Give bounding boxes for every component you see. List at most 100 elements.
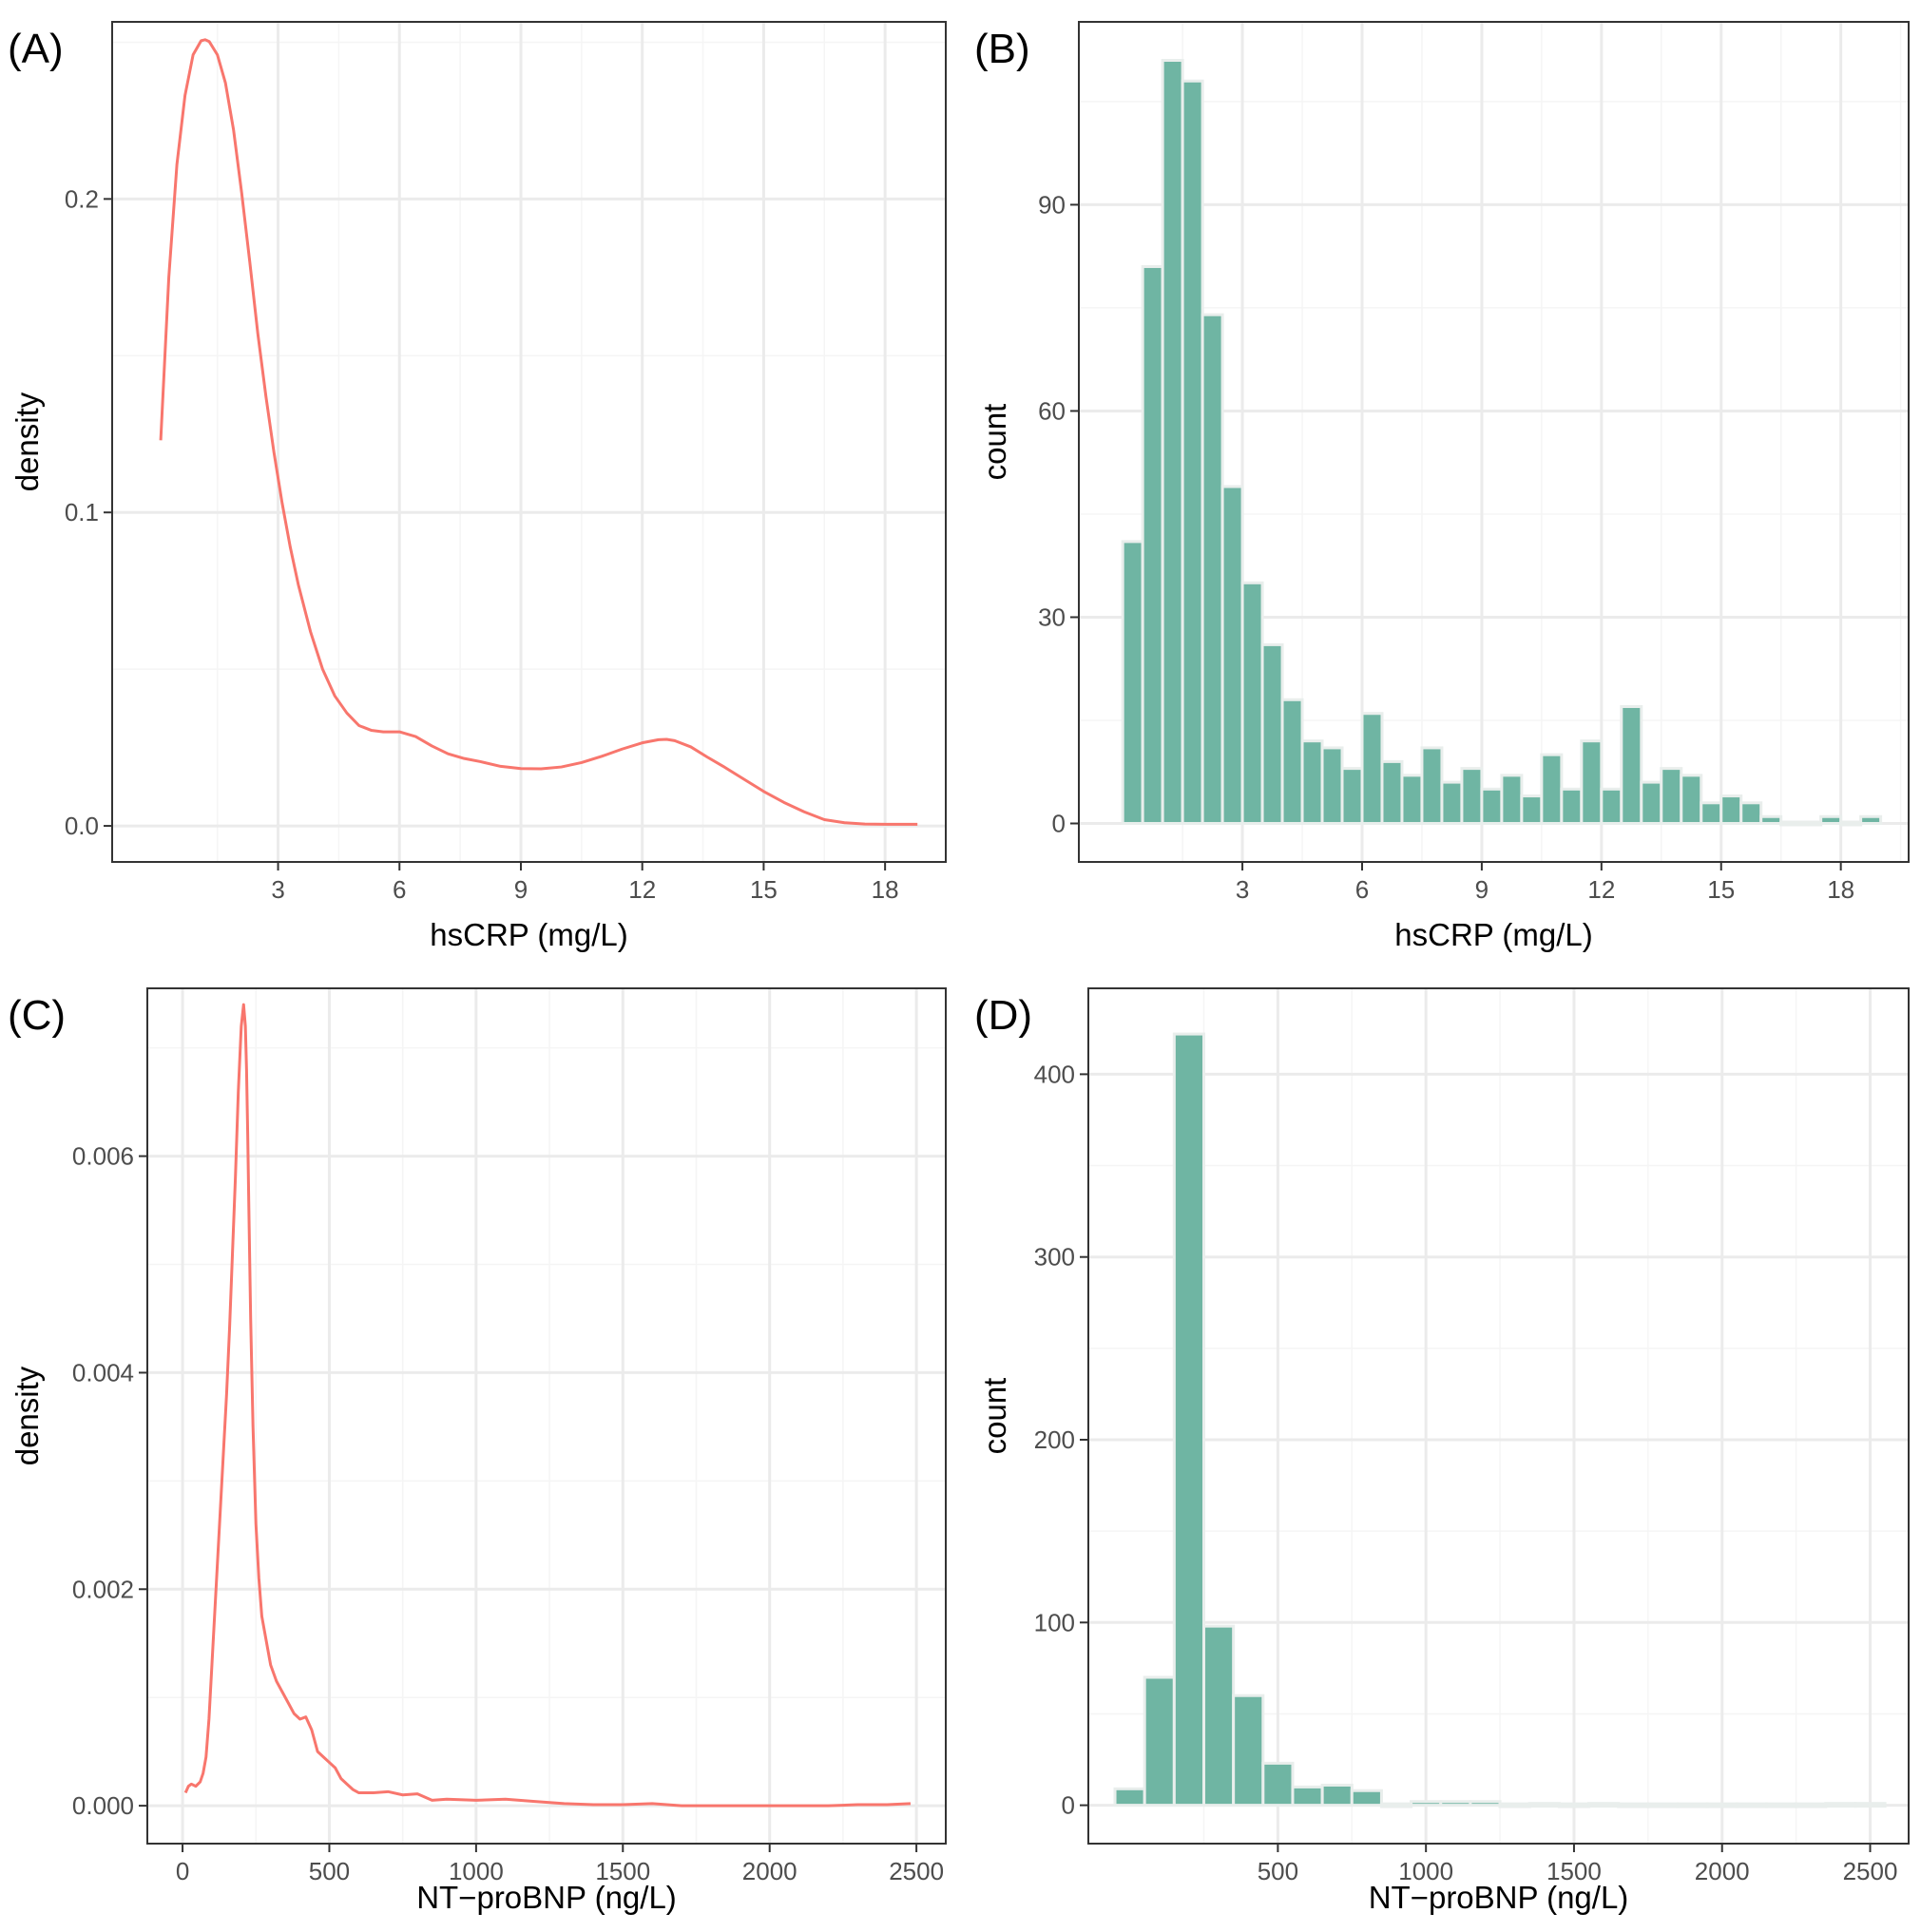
histogram-bar [1280,698,1304,825]
histogram-bar [1700,801,1723,825]
y-axis-title: density [10,392,45,491]
data-layer [159,38,918,826]
histogram-bar [1232,1693,1265,1808]
x-tick-label: 2500 [889,1857,944,1885]
histogram-bar [1859,814,1883,825]
histogram-bar [1379,1802,1413,1808]
x-tick-label: 0 [176,1857,189,1885]
histogram-bar [1480,787,1504,825]
x-axis-title: NT−proBNP (ng/L) [416,1880,677,1915]
histogram-bar [1527,1802,1561,1808]
histogram-bar [1420,746,1444,825]
panel-border [111,21,947,863]
histogram-bar [1560,787,1584,825]
histogram-bar [1705,1802,1739,1808]
y-tick-label: 300 [1034,1243,1075,1272]
x-tick-label: 1000 [1398,1857,1453,1885]
x-tick-label: 15 [750,875,778,904]
y-tick-label: 0.2 [65,184,99,213]
x-tick-label: 12 [628,875,656,904]
histogram-bar [1779,820,1803,827]
y-tick-label: 0.006 [72,1142,134,1171]
histogram-bar [1410,1800,1443,1808]
histogram-bar [1640,780,1663,825]
x-tick-label: 6 [1355,875,1369,904]
y-tick-label: 60 [1038,396,1066,425]
histogram-bar [1440,780,1464,825]
y-tick-label: 0.004 [72,1358,134,1387]
y-tick-label: 30 [1038,603,1066,631]
histogram-bar [1181,79,1204,825]
grid [1088,988,1909,1844]
histogram-bar [1824,1802,1857,1808]
histogram-bar [1220,485,1244,825]
x-tick-label: 9 [1475,875,1489,904]
x-tick-label: 2000 [1695,1857,1750,1885]
x-tick-label: 1500 [1546,1857,1602,1885]
y-tick-label: 0.0 [65,812,99,840]
histogram-bar [1646,1802,1680,1808]
y-axis-title: count [977,404,1012,481]
panel-border [1087,987,1910,1845]
histogram-bar [1360,712,1384,825]
panel-label: (B) [974,26,1030,72]
histogram-bar [1340,767,1364,825]
x-tick-label: 500 [1258,1857,1298,1885]
x-tick-label: 2500 [1843,1857,1898,1885]
y-axis-title: density [10,1366,45,1465]
x-tick-label: 18 [1827,875,1854,904]
histogram-bar [1350,1789,1383,1808]
x-axis-title: hsCRP (mg/L) [430,917,627,952]
panel-d-histogram-ntprobnp: 500 1000 1500 2000 2500 0 100 200 300 400 NT−proBN… [974,987,1910,1915]
x-tick-label: 15 [1707,875,1735,904]
histogram-bar [1795,1802,1828,1808]
histogram-bar [1540,753,1564,825]
histogram-bar [1660,767,1683,825]
histogram-bar [1600,787,1623,825]
panel-a-density-hscrp: 3 6 9 12 15 18 0.0 0.1 0.2 hsCRP (mg/L) density (A) [8,21,947,952]
panel-label: (A) [8,26,64,72]
y-tick-label: 0.000 [72,1791,134,1820]
histogram-bar [1320,1783,1354,1808]
histogram-bar [1240,581,1264,825]
histogram-bar [1261,1761,1295,1808]
x-tick-label: 1500 [595,1857,650,1885]
y-axis-title: count [977,1378,1012,1455]
x-tick-label: 1000 [449,1857,504,1885]
histogram-bar [1320,746,1344,825]
x-tick-label: 6 [393,875,406,904]
histogram-bar [1300,739,1324,825]
x-tick-label: 9 [514,875,528,904]
y-tick-label: 200 [1034,1425,1075,1454]
histogram-bar [1819,814,1843,825]
y-tick-label: 90 [1038,190,1066,219]
histogram-bar [1620,705,1643,825]
histogram-bar [1121,540,1144,825]
histogram-bar [1739,801,1763,825]
data-layer [183,1003,912,1808]
histogram-bar [1291,1785,1324,1808]
histogram-bar [1500,774,1524,825]
panel-border [1078,21,1910,863]
histogram-bar [1735,1802,1768,1808]
histogram-bar [1498,1802,1531,1808]
y-tick-label: 0 [1062,1791,1075,1820]
x-tick-label: 18 [872,875,899,904]
histogram-bar [1380,759,1404,825]
histogram-bar [1143,1675,1176,1808]
grid [112,22,946,862]
y-tick-label: 0 [1052,809,1066,837]
grid [147,988,946,1844]
histogram-bar [1759,814,1783,825]
histogram-bar [1680,774,1703,825]
histogram-bar [1460,767,1484,825]
panel-b-histogram-hscrp: 3 6 9 12 15 18 0 30 60 90 hsCRP (mg/L) count (B) [974,21,1910,952]
histogram-bar [1719,794,1743,825]
histogram-bar [1172,1032,1206,1808]
histogram-bar [1557,1802,1591,1808]
y-tick-label: 400 [1034,1060,1075,1088]
x-tick-label: 500 [309,1857,350,1885]
x-tick-label: 2000 [742,1857,797,1885]
histogram-bar [1580,739,1604,825]
